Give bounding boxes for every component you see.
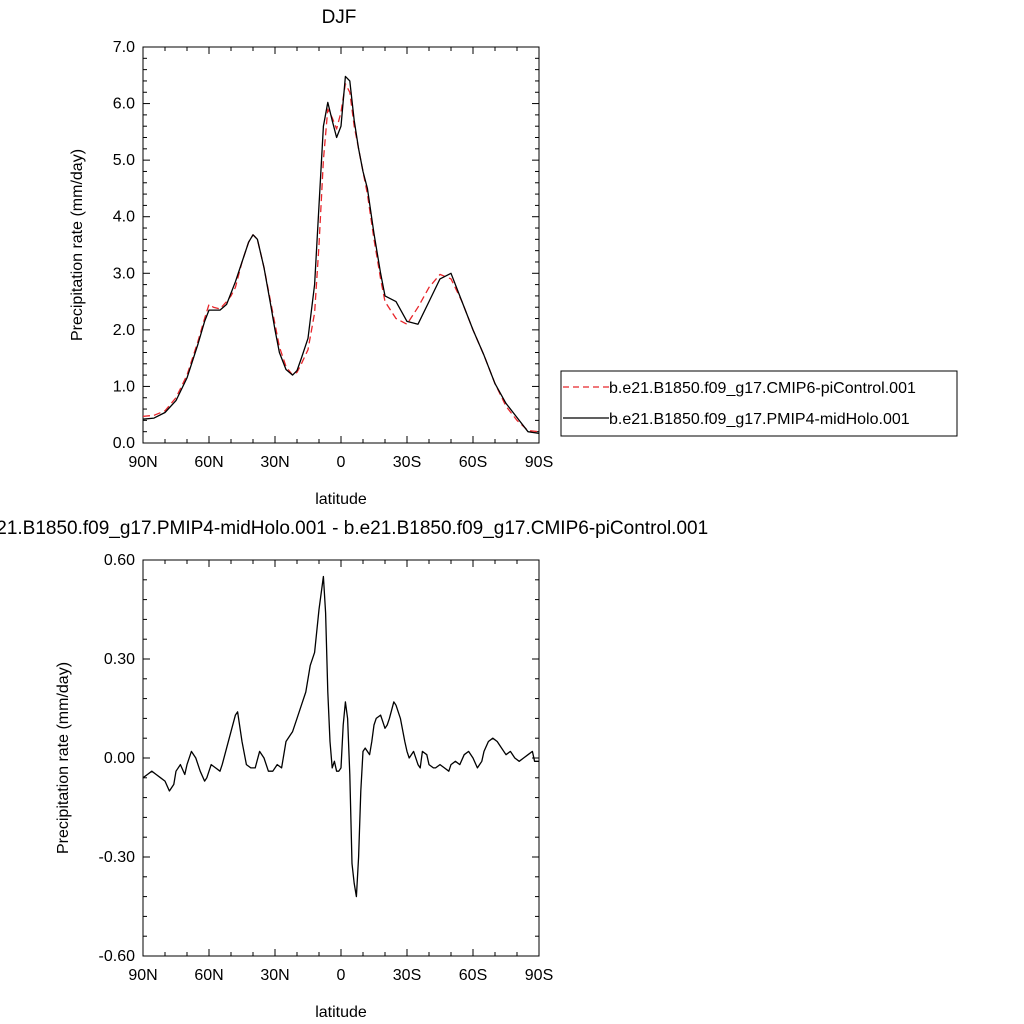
- top-x-tick-label: 30S: [393, 454, 421, 471]
- top-x-tick-label: 0: [337, 454, 346, 471]
- bottom-y-tick-label: 0.00: [104, 750, 135, 767]
- bottom-panel-x-axis-label: latitude: [315, 1004, 367, 1021]
- top-y-tick-label: 2.0: [113, 322, 135, 339]
- top-series-line-1: [142, 75, 540, 435]
- bottom-panel-y-axis-label: Precipitation rate (mm/day): [55, 662, 72, 854]
- top-x-tick-label: 90S: [525, 454, 553, 471]
- top-panel-frame: [142, 46, 540, 444]
- bottom-x-tick-label: 30S: [393, 967, 421, 984]
- bottom-y-tick-label: -0.30: [99, 849, 136, 866]
- bottom-y-tick-label: 0.60: [104, 552, 135, 569]
- bottom-panel-title: b.e21.B1850.f09_g17.PMIP4-midHolo.001 - …: [0, 518, 708, 539]
- bottom-x-tick-label: 90S: [525, 967, 553, 984]
- top-x-tick-label: 90N: [128, 454, 157, 471]
- bottom-x-tick-label: 0: [337, 967, 346, 984]
- legend-label-picontrol: b.e21.B1850.f09_g17.CMIP6-piControl.001: [609, 380, 916, 397]
- top-panel-x-axis-label: latitude: [315, 491, 367, 508]
- top-y-tick-label: 0.0: [113, 435, 135, 452]
- top-panel-series: [142, 75, 540, 435]
- legend-box: [560, 370, 958, 437]
- bottom-x-tick-label: 60N: [194, 967, 223, 984]
- top-y-tick-label: 3.0: [113, 265, 135, 282]
- top-panel-y-axis-label: Precipitation rate (mm/day): [69, 149, 86, 341]
- bottom-x-tick-label: 30N: [260, 967, 289, 984]
- top-y-tick-label: 5.0: [113, 152, 135, 169]
- top-x-tick-label: 30N: [260, 454, 289, 471]
- top-series-line-0: [142, 83, 540, 433]
- bottom-x-tick-label: 90N: [128, 967, 157, 984]
- bottom-panel-series: [142, 575, 539, 898]
- legend-label-midholo: b.e21.B1850.f09_g17.PMIP4-midHolo.001: [609, 411, 910, 428]
- bottom-y-tick-label: 0.30: [104, 651, 135, 668]
- bottom-panel: b.e21.B1850.f09_g17.PMIP4-midHolo.001 - …: [0, 518, 708, 1021]
- top-y-tick-label: 7.0: [113, 39, 135, 56]
- top-y-tick-label: 1.0: [113, 378, 135, 395]
- top-panel-title: DJF: [322, 7, 357, 28]
- bottom-y-tick-label: -0.60: [99, 948, 136, 965]
- bottom-series-line-0: [142, 575, 539, 898]
- bottom-panel-ticks: 90N 60N 30N 0 30S 60S 90S -0.60 -0.30 0.00 0.30 0.6…: [99, 552, 554, 984]
- bottom-x-tick-label: 60S: [459, 967, 487, 984]
- legend: b.e21.B1850.f09_g17.CMIP6-piControl.001 …: [560, 370, 958, 437]
- top-y-tick-label: 6.0: [113, 96, 135, 113]
- top-x-tick-label: 60S: [459, 454, 487, 471]
- top-y-tick-label: 4.0: [113, 209, 135, 226]
- top-x-tick-label: 60N: [194, 454, 223, 471]
- top-panel-ticks: 90N 60N 30N 0 30S 60S 90S 0.0 1.0 2.0 3.0 4.0 5.0 6.0…: [113, 39, 553, 471]
- top-panel: DJF 90N 60N 30N 0 30S 60S 90S 0.0 1.0 2.0 3.0 4.0 5.…: [69, 7, 553, 508]
